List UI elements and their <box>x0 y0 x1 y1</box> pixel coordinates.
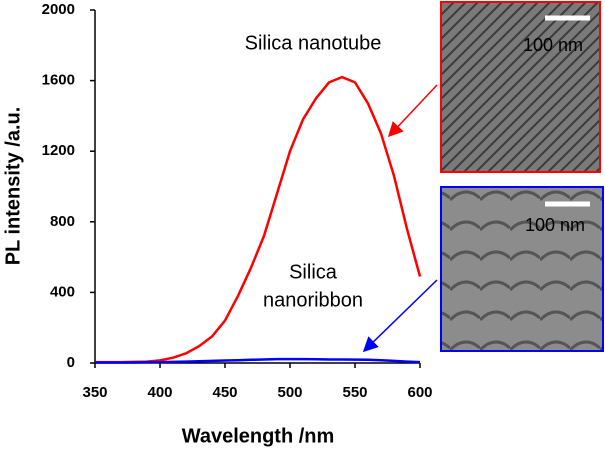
annotation: nanoribbon <box>263 289 363 311</box>
y-tick-label: 1600 <box>42 72 75 89</box>
series-line <box>95 357 421 364</box>
y-tick-label: 0 <box>67 354 75 371</box>
x-tick-label: 400 <box>147 384 172 401</box>
arrow <box>387 84 438 138</box>
tem-image <box>440 186 604 352</box>
annotation: Silica <box>289 261 338 283</box>
scale-label: 100 nm <box>523 35 583 55</box>
y-tick-label: 400 <box>50 283 75 300</box>
y-axis-title: PL intensity /a.u. <box>2 107 24 266</box>
arrow <box>362 279 438 353</box>
y-tick-label: 800 <box>50 213 75 230</box>
x-tick-label: 550 <box>342 384 367 401</box>
tem-image <box>440 1 601 173</box>
y-tick-label: 1200 <box>42 142 75 159</box>
series-line <box>95 75 422 364</box>
annotation: Silica nanotube <box>245 32 382 54</box>
x-tick-label: 450 <box>212 384 237 401</box>
x-axis-title: Wavelength /nm <box>182 425 335 447</box>
insets: 100 nm 100 nm <box>440 1 604 352</box>
x-tick-label: 600 <box>407 384 432 401</box>
scale-label: 100 nm <box>525 215 585 235</box>
y-tick-label: 2000 <box>42 1 75 18</box>
x-tick-label: 500 <box>277 384 302 401</box>
x-tick-label: 350 <box>82 384 107 401</box>
